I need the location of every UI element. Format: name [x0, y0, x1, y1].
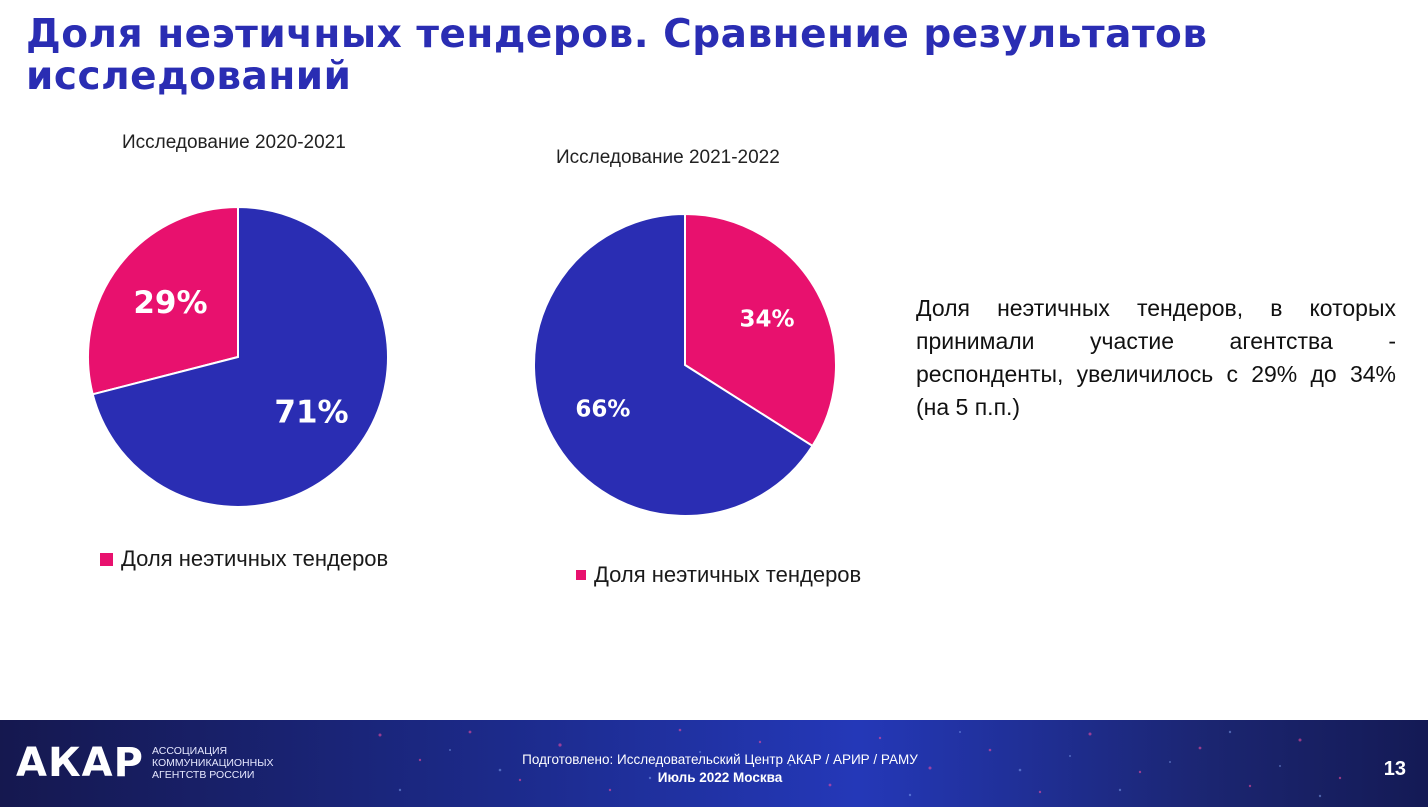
credit-text: Подготовлено: Исследовательский Центр АК… — [522, 752, 918, 767]
chart-title: Исследование 2020-2021 — [122, 132, 346, 153]
footer-background-pattern — [378, 728, 1342, 798]
logo-subtitle-line: агентств России — [152, 769, 255, 781]
pie-slice — [91, 205, 389, 508]
data-label: 71% — [274, 395, 348, 431]
legend-label: Доля неэтичных тендеров — [594, 562, 862, 587]
logo-subtitle-line: коммуникационных — [152, 757, 274, 769]
legend-swatch — [576, 570, 586, 580]
data-label: 66% — [575, 397, 630, 423]
page-number: 13 — [1383, 758, 1406, 780]
credit: Подготовлено: Исследовательский Центр АК… — [420, 751, 1020, 787]
summary-note: Доля неэтичных тендеров, в которых прини… — [916, 295, 1396, 420]
pie-svg: 29% 71% — [87, 205, 389, 508]
logo-subtitle-line: Ассоциация — [152, 745, 228, 757]
logo-subtitle: Ассоциация коммуникационных агентств Рос… — [152, 745, 312, 781]
pie-slice — [533, 212, 814, 517]
legend-swatch — [100, 552, 113, 566]
data-label: 34% — [740, 306, 795, 332]
chart-title: Исследование 2021-2022 — [556, 147, 780, 168]
data-label: 29% — [133, 285, 207, 321]
legend-label: Доля неэтичных тендеров — [121, 546, 389, 571]
pie-slice — [87, 205, 239, 396]
legend: Доля неэтичных тендеров — [576, 562, 861, 588]
footer: АКАР Ассоциация коммуникационных агентст… — [0, 720, 1428, 807]
legend: Доля неэтичных тендеров — [100, 546, 388, 572]
pie-svg: 34% 66% — [533, 212, 837, 517]
credit-date: Июль 2022 Москва — [657, 770, 783, 785]
page-title: Доля неэтичных тендеров. Сравнение резул… — [26, 12, 1208, 99]
akar-logo: АКАР — [16, 740, 144, 786]
